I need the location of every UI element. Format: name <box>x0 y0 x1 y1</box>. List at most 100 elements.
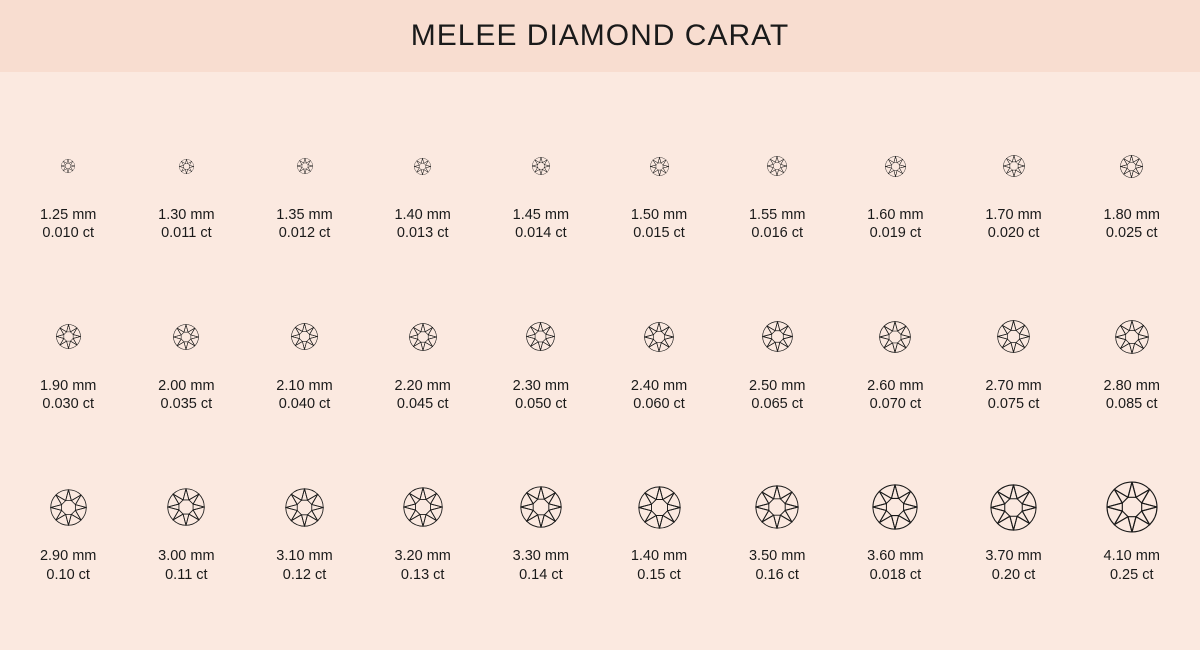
mm-label: 3.10 mm <box>276 547 332 565</box>
diamond-cell: 2.00 mm0.035 ct <box>136 309 236 413</box>
mm-label: 1.80 mm <box>1104 206 1160 224</box>
ct-label: 0.070 ct <box>870 395 922 413</box>
diamond-cell: 2.80 mm0.085 ct <box>1082 309 1182 413</box>
mm-label: 1.70 mm <box>985 206 1041 224</box>
ct-label: 0.016 ct <box>751 224 803 242</box>
diamond-icon-wrap <box>997 309 1030 365</box>
mm-label: 3.60 mm <box>867 547 923 565</box>
ct-label: 0.019 ct <box>870 224 922 242</box>
diamond-cell: 3.20 mm0.13 ct <box>373 479 473 583</box>
mm-label: 1.50 mm <box>631 206 687 224</box>
diamond-cell: 2.30 mm0.050 ct <box>491 309 591 413</box>
diamond-icon <box>1003 155 1025 177</box>
mm-label: 1.45 mm <box>513 206 569 224</box>
diamond-icon <box>285 488 324 527</box>
diamond-icon-wrap <box>409 309 437 365</box>
diamond-icon-wrap <box>50 479 87 535</box>
diamond-cell: 2.10 mm0.040 ct <box>255 309 355 413</box>
mm-label: 2.60 mm <box>867 377 923 395</box>
chart-row: 1.25 mm0.010 ct 1.30 mm0.011 ct 1.35 mm0.0… <box>0 138 1200 242</box>
diamond-icon <box>1106 481 1158 533</box>
ct-label: 0.030 ct <box>42 395 94 413</box>
diamond-icon <box>767 156 787 176</box>
chart-band: 1.25 mm0.010 ct 1.30 mm0.011 ct 1.35 mm0.0… <box>0 72 1200 650</box>
diamond-icon <box>61 159 75 173</box>
ct-label: 0.11 ct <box>165 566 207 584</box>
diamond-cell: 1.35 mm0.012 ct <box>255 138 355 242</box>
diamond-icon <box>526 322 555 351</box>
diamond-icon <box>532 157 550 175</box>
diamond-icon-wrap <box>520 479 562 535</box>
ct-label: 0.013 ct <box>397 224 449 242</box>
diamond-icon-wrap <box>526 309 555 365</box>
chart-title: MELEE DIAMOND CARAT <box>411 19 790 52</box>
ct-label: 0.025 ct <box>1106 224 1158 242</box>
ct-label: 0.065 ct <box>751 395 803 413</box>
diamond-icon <box>297 158 313 174</box>
diamond-icon <box>179 159 194 174</box>
diamond-cell: 3.00 mm0.11 ct <box>136 479 236 583</box>
diamond-cell: 3.70 mm0.20 ct <box>964 479 1064 583</box>
diamond-icon <box>1115 320 1149 354</box>
diamond-icon <box>291 323 318 350</box>
ct-label: 0.050 ct <box>515 395 567 413</box>
mm-label: 1.25 mm <box>40 206 96 224</box>
chart-row: 2.90 mm0.10 ct3.00 mm0.11 ct3.10 mm0.12 … <box>0 479 1200 583</box>
diamond-icon-wrap <box>1115 309 1149 365</box>
ct-label: 0.045 ct <box>397 395 449 413</box>
mm-label: 1.90 mm <box>40 377 96 395</box>
mm-label: 2.10 mm <box>276 377 332 395</box>
ct-label: 0.010 ct <box>42 224 94 242</box>
diamond-icon-wrap <box>767 138 787 194</box>
diamond-icon-wrap <box>872 479 918 535</box>
diamond-icon <box>1120 155 1143 178</box>
diamond-cell: 1.45 mm0.014 ct <box>491 138 591 242</box>
mm-label: 3.20 mm <box>394 547 450 565</box>
chart-row: 1.90 mm0.030 ct2.00 mm0.035 ct2.10 mm0.0… <box>0 309 1200 413</box>
diamond-cell: 2.50 mm0.065 ct <box>727 309 827 413</box>
diamond-cell: 2.20 mm0.045 ct <box>373 309 473 413</box>
diamond-icon <box>414 158 431 175</box>
diamond-icon-wrap <box>167 479 205 535</box>
mm-label: 1.40 mm <box>394 206 450 224</box>
diamond-icon <box>990 484 1037 531</box>
ct-label: 0.015 ct <box>633 224 685 242</box>
ct-label: 0.040 ct <box>279 395 331 413</box>
mm-label: 3.00 mm <box>158 547 214 565</box>
mm-label: 2.40 mm <box>631 377 687 395</box>
ct-label: 0.014 ct <box>515 224 567 242</box>
diamond-cell: 1.25 mm0.010 ct <box>18 138 118 242</box>
diamond-cell: 2.70 mm0.075 ct <box>964 309 1064 413</box>
mm-label: 3.70 mm <box>985 547 1041 565</box>
diamond-icon-wrap <box>285 479 324 535</box>
diamond-icon <box>520 486 562 528</box>
diamond-cell: 3.10 mm0.12 ct <box>255 479 355 583</box>
page: MELEE DIAMOND CARAT 1.25 mm0.010 ct 1.30 … <box>0 0 1200 650</box>
ct-label: 0.14 ct <box>519 566 563 584</box>
ct-label: 0.011 ct <box>161 224 212 242</box>
diamond-icon <box>638 486 681 529</box>
ct-label: 0.060 ct <box>633 395 685 413</box>
diamond-icon <box>403 487 443 527</box>
diamond-cell: 1.55 mm0.016 ct <box>727 138 827 242</box>
diamond-icon-wrap <box>755 479 799 535</box>
diamond-icon-wrap <box>403 479 443 535</box>
ct-label: 0.13 ct <box>401 566 445 584</box>
diamond-icon <box>173 324 199 350</box>
diamond-icon-wrap <box>650 138 669 194</box>
diamond-icon <box>167 488 205 526</box>
mm-label: 1.30 mm <box>158 206 214 224</box>
diamond-icon-wrap <box>414 138 431 194</box>
title-band: MELEE DIAMOND CARAT <box>0 0 1200 72</box>
diamond-icon-wrap <box>61 138 75 194</box>
ct-label: 0.10 ct <box>46 566 90 584</box>
ct-label: 0.12 ct <box>283 566 327 584</box>
diamond-icon <box>650 157 669 176</box>
diamond-cell: 1.40 mm0.15 ct <box>609 479 709 583</box>
mm-label: 2.30 mm <box>513 377 569 395</box>
diamond-cell: 3.30 mm0.14 ct <box>491 479 591 583</box>
diamond-icon <box>885 156 906 177</box>
mm-label: 1.40 mm <box>631 547 687 565</box>
ct-label: 0.16 ct <box>755 566 799 584</box>
diamond-icon <box>997 320 1030 353</box>
